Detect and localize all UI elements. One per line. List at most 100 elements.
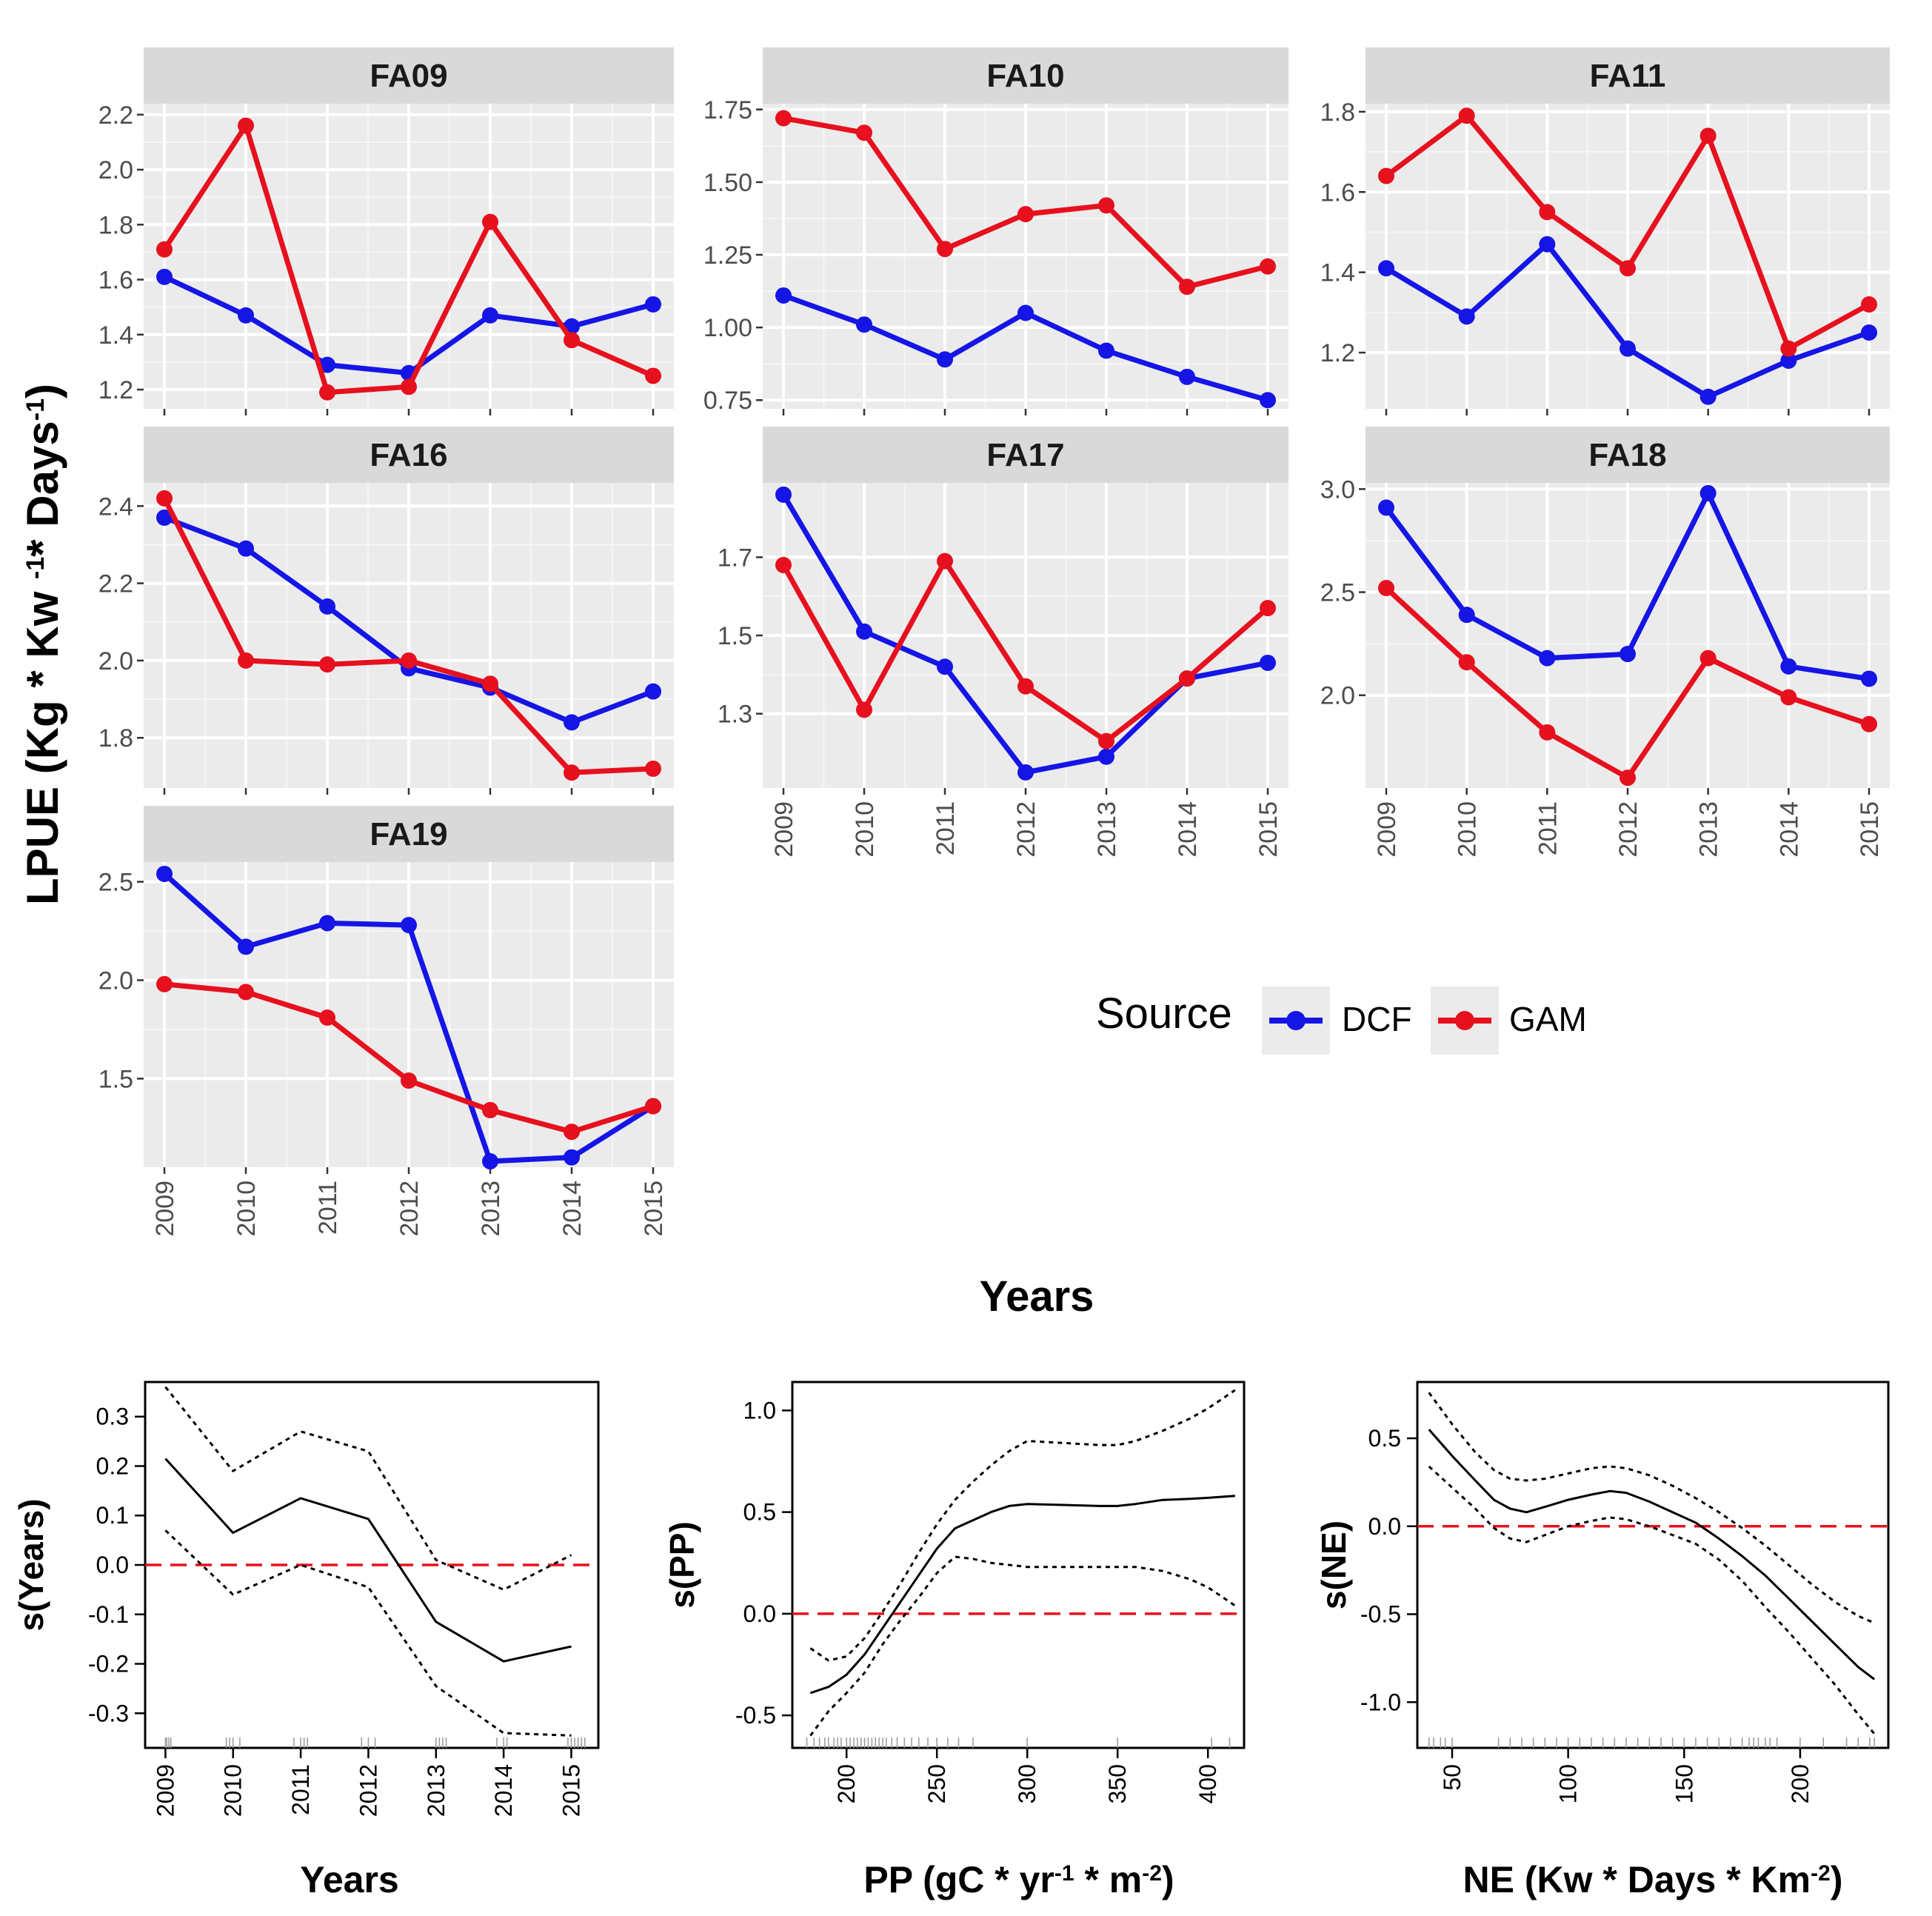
data-point-dcf [1098, 748, 1114, 765]
data-point-dcf [856, 623, 872, 640]
y-tick-label: 1.4 [1320, 259, 1355, 287]
panel-fa11: FA11 1.2 1.4 1.6 1.8 [1320, 47, 1890, 415]
x-tick-label: 2010 [220, 1764, 247, 1817]
data-point-gam [1780, 689, 1797, 706]
smooth-fit [1428, 1429, 1876, 1680]
data-point-dcf [319, 598, 335, 615]
data-point-gam [401, 652, 417, 669]
x-tick-label: 2013 [423, 1764, 449, 1817]
y-axis-title: s(Years) [12, 1498, 50, 1631]
x-tick-label: 2012 [1012, 801, 1040, 858]
data-point-gam [156, 975, 173, 992]
y-axis-title: s(NE) [1314, 1521, 1353, 1609]
data-point-gam [564, 1124, 580, 1141]
data-point-dcf [1378, 260, 1394, 277]
y-tick-label: 2.0 [98, 967, 133, 995]
legend-key-point [1286, 1011, 1306, 1030]
y-tick-label: 2.4 [98, 493, 133, 521]
x-tick-label: 2014 [1775, 801, 1803, 858]
panel-title: FA09 [370, 58, 447, 94]
y-tick-label: 0.5 [1368, 1425, 1401, 1452]
x-axis-title: NE (Kw * Days * Km-2) [1463, 1859, 1843, 1900]
gam-plot-spp: -0.5 0.0 0.5 1.0 200 250 300 350 400 s(PP) PP (gC … [663, 1381, 1246, 1900]
legend-key-point [1455, 1011, 1474, 1030]
data-point-dcf [1620, 340, 1636, 357]
data-point-gam [564, 764, 580, 781]
y-axis-title: s(PP) [663, 1521, 701, 1609]
panel-strip [763, 47, 1288, 104]
data-point-dcf [156, 509, 173, 526]
x-axis-title: Years [980, 1272, 1094, 1321]
data-point-gam [1458, 107, 1475, 124]
data-point-gam [238, 984, 254, 1001]
data-point-dcf [856, 316, 872, 333]
y-tick-label: -0.5 [735, 1702, 776, 1729]
data-point-gam [564, 332, 580, 349]
data-point-gam [937, 241, 953, 258]
data-point-dcf [775, 287, 792, 304]
panel-title: FA11 [1590, 58, 1666, 94]
data-point-gam [482, 213, 498, 230]
data-point-gam [482, 675, 498, 692]
data-point-gam [238, 117, 254, 134]
data-point-dcf [1699, 388, 1717, 405]
data-point-gam [401, 378, 417, 395]
data-point-gam [401, 1072, 417, 1089]
panel-fa18: FA18 2.0 2.5 3.0 2009 2010 2011 2012 2013 2014 201… [1320, 427, 1890, 858]
data-point-dcf [401, 917, 417, 934]
data-point-gam [856, 701, 872, 718]
data-point-dcf [1260, 654, 1276, 671]
x-tick-label: 2014 [558, 1181, 586, 1237]
y-tick-label: 1.75 [703, 96, 752, 124]
x-tick-label: 2010 [851, 801, 879, 858]
data-point-dcf [238, 540, 254, 557]
y-tick-label: 2.2 [98, 570, 133, 598]
data-point-gam [156, 490, 173, 507]
x-tick-label: 2010 [1454, 801, 1482, 858]
x-tick-label: 2009 [770, 801, 798, 858]
y-tick-label: 1.2 [98, 376, 133, 404]
x-tick-label: 2015 [558, 1764, 584, 1817]
data-point-gam [775, 556, 792, 573]
panel-strip [1366, 47, 1890, 104]
y-tick-label: -0.5 [1360, 1601, 1401, 1628]
data-point-gam [937, 553, 953, 570]
x-tick-label: 2014 [1174, 801, 1202, 858]
y-tick-label: 1.0 [743, 1397, 776, 1423]
panel-title: FA18 [1588, 437, 1666, 473]
x-tick-label: 2011 [314, 1181, 342, 1235]
y-tick-label: 0.0 [743, 1600, 776, 1627]
data-point-dcf [1699, 484, 1717, 501]
data-point-dcf [645, 296, 661, 313]
panel-strip [144, 806, 674, 862]
x-tick-label: 2013 [1093, 801, 1121, 858]
data-point-dcf [1539, 236, 1556, 253]
y-axis-title-superscript: -1 [21, 398, 50, 421]
data-point-gam [645, 367, 661, 384]
data-point-gam [156, 241, 173, 258]
panel-title: FA16 [370, 437, 447, 473]
data-point-gam [1179, 278, 1195, 296]
data-point-dcf [1620, 646, 1636, 663]
x-axis-title-superscript: -2 [1142, 1861, 1162, 1886]
panel-title: FA19 [370, 816, 447, 852]
data-point-dcf [564, 714, 580, 731]
data-point-gam [1699, 127, 1717, 144]
smooth-fit [809, 1495, 1235, 1695]
legend-title: Source [1096, 989, 1232, 1038]
data-point-gam [1260, 258, 1276, 275]
data-point-dcf [1539, 650, 1556, 667]
data-point-gam [1098, 732, 1114, 750]
x-tick-label: 200 [1787, 1764, 1814, 1803]
data-point-dcf [937, 658, 953, 675]
y-tick-label: 1.8 [1320, 99, 1355, 127]
data-point-gam [856, 124, 872, 141]
y-tick-label: 2.2 [98, 101, 133, 130]
x-tick-label: 250 [923, 1764, 950, 1803]
data-point-gam [1260, 600, 1276, 617]
x-axis-title-superscript: -1 [1054, 1861, 1074, 1886]
data-point-dcf [645, 683, 661, 700]
x-tick-label: 2011 [287, 1764, 314, 1815]
data-point-gam [319, 656, 335, 673]
